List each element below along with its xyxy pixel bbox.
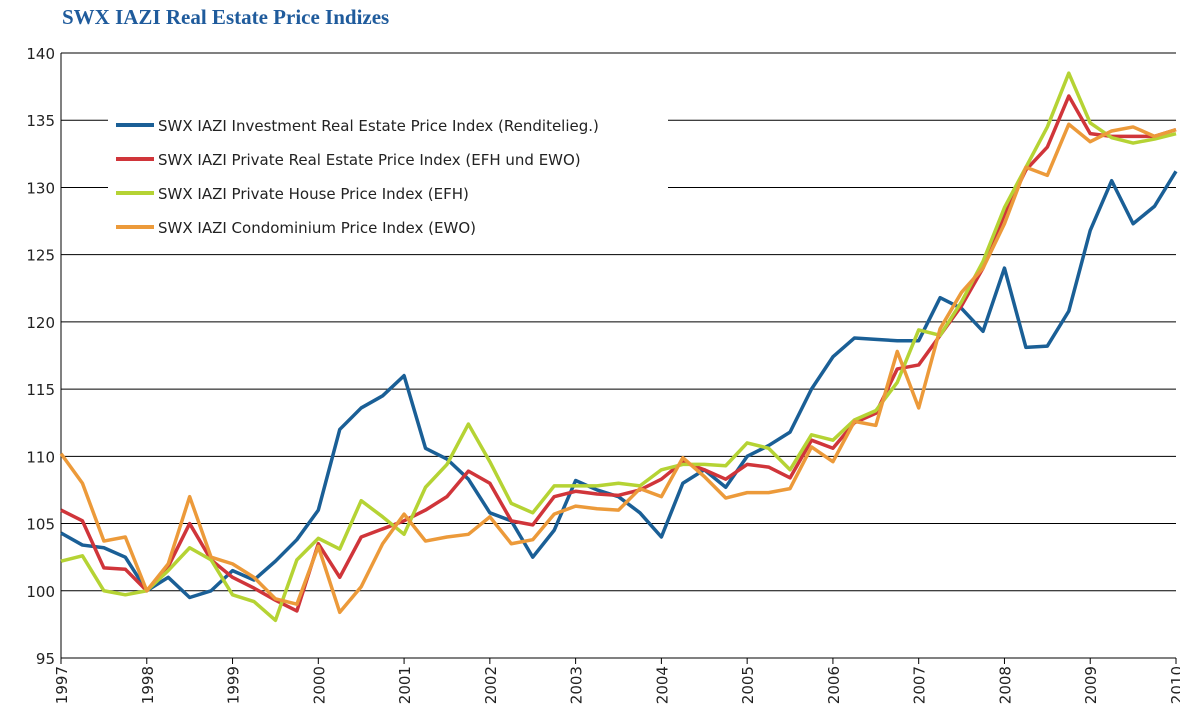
x-tick-label: 2001 bbox=[396, 666, 414, 704]
legend-label: SWX IAZI Private Real Estate Price Index… bbox=[158, 151, 581, 169]
x-tick-label: 2000 bbox=[310, 666, 328, 704]
x-tick-label: 2003 bbox=[568, 666, 586, 704]
legend-box bbox=[108, 110, 668, 240]
series-line bbox=[60, 71, 1177, 623]
y-tick-label: 130 bbox=[26, 179, 55, 197]
x-tick-label: 2008 bbox=[996, 666, 1014, 704]
legend-label: SWX IAZI Investment Real Estate Price In… bbox=[158, 117, 599, 135]
x-tick-label: 2002 bbox=[482, 666, 500, 704]
legend-label: SWX IAZI Private House Price Index (EFH) bbox=[158, 185, 469, 203]
y-tick-label: 110 bbox=[26, 448, 55, 466]
y-tick-label: 115 bbox=[26, 381, 55, 399]
x-tick-label: 1999 bbox=[225, 666, 243, 704]
y-tick-label: 100 bbox=[26, 583, 55, 601]
y-tick-label: 125 bbox=[26, 247, 55, 265]
y-tick-label: 105 bbox=[26, 516, 55, 534]
x-tick-label: 2009 bbox=[1082, 666, 1100, 704]
series-line bbox=[59, 122, 1177, 615]
x-tick-label: 2004 bbox=[653, 666, 671, 704]
x-tick-label: 2005 bbox=[739, 666, 757, 704]
y-tick-label: 135 bbox=[26, 112, 55, 130]
legend: SWX IAZI Investment Real Estate Price In… bbox=[108, 110, 668, 240]
y-tick-label: 95 bbox=[36, 650, 55, 668]
y-tick-label: 140 bbox=[26, 45, 55, 63]
x-tick-label: 2010 bbox=[1168, 666, 1180, 704]
x-tick-label: 2006 bbox=[825, 666, 843, 704]
x-tick-label: 1997 bbox=[53, 666, 71, 704]
chart-title: SWX IAZI Real Estate Price Indizes bbox=[62, 5, 389, 29]
x-tick-label: 1998 bbox=[139, 666, 157, 704]
legend-label: SWX IAZI Condominium Price Index (EWO) bbox=[158, 219, 476, 237]
y-tick-label: 120 bbox=[26, 314, 55, 332]
x-tick-label: 2007 bbox=[911, 666, 929, 704]
